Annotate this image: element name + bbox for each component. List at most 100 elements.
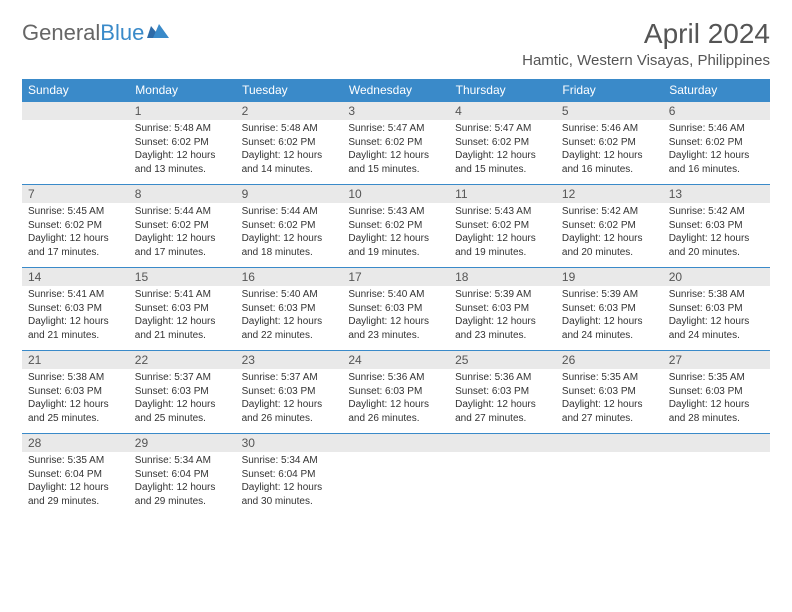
day-number: 23 bbox=[236, 351, 343, 370]
day-number: 24 bbox=[342, 351, 449, 370]
day-number: 26 bbox=[556, 351, 663, 370]
day-details: Sunrise: 5:36 AMSunset: 6:03 PMDaylight:… bbox=[455, 371, 550, 425]
day-details: Sunrise: 5:37 AMSunset: 6:03 PMDaylight:… bbox=[242, 371, 337, 425]
day-number: 29 bbox=[129, 434, 236, 453]
day-details: Sunrise: 5:47 AMSunset: 6:02 PMDaylight:… bbox=[455, 122, 550, 176]
day-number bbox=[556, 434, 663, 453]
daynum-row: 123456 bbox=[22, 102, 770, 121]
location-label: Hamtic, Western Visayas, Philippines bbox=[522, 52, 770, 69]
content-row: Sunrise: 5:48 AMSunset: 6:02 PMDaylight:… bbox=[22, 120, 770, 185]
day-details: Sunrise: 5:40 AMSunset: 6:03 PMDaylight:… bbox=[348, 288, 443, 342]
day-cell: Sunrise: 5:41 AMSunset: 6:03 PMDaylight:… bbox=[129, 286, 236, 351]
day-cell: Sunrise: 5:34 AMSunset: 6:04 PMDaylight:… bbox=[236, 452, 343, 516]
day-number: 5 bbox=[556, 102, 663, 121]
day-cell: Sunrise: 5:39 AMSunset: 6:03 PMDaylight:… bbox=[556, 286, 663, 351]
day-number: 19 bbox=[556, 268, 663, 287]
day-details: Sunrise: 5:35 AMSunset: 6:03 PMDaylight:… bbox=[669, 371, 764, 425]
day-cell: Sunrise: 5:41 AMSunset: 6:03 PMDaylight:… bbox=[22, 286, 129, 351]
day-details: Sunrise: 5:36 AMSunset: 6:03 PMDaylight:… bbox=[348, 371, 443, 425]
day-cell: Sunrise: 5:47 AMSunset: 6:02 PMDaylight:… bbox=[449, 120, 556, 185]
day-number: 17 bbox=[342, 268, 449, 287]
day-header: Thursday bbox=[449, 79, 556, 102]
day-number: 21 bbox=[22, 351, 129, 370]
day-number: 14 bbox=[22, 268, 129, 287]
content-row: Sunrise: 5:45 AMSunset: 6:02 PMDaylight:… bbox=[22, 203, 770, 268]
day-details: Sunrise: 5:39 AMSunset: 6:03 PMDaylight:… bbox=[562, 288, 657, 342]
logo: GeneralBlue bbox=[22, 18, 169, 46]
calendar-table: SundayMondayTuesdayWednesdayThursdayFrid… bbox=[22, 79, 770, 516]
calendar-body: 123456Sunrise: 5:48 AMSunset: 6:02 PMDay… bbox=[22, 102, 770, 517]
day-cell: Sunrise: 5:37 AMSunset: 6:03 PMDaylight:… bbox=[236, 369, 343, 434]
day-number: 6 bbox=[663, 102, 770, 121]
calendar-header-row: SundayMondayTuesdayWednesdayThursdayFrid… bbox=[22, 79, 770, 102]
day-number: 7 bbox=[22, 185, 129, 204]
day-cell: Sunrise: 5:35 AMSunset: 6:03 PMDaylight:… bbox=[556, 369, 663, 434]
day-number: 13 bbox=[663, 185, 770, 204]
day-cell: Sunrise: 5:46 AMSunset: 6:02 PMDaylight:… bbox=[663, 120, 770, 185]
day-cell: Sunrise: 5:48 AMSunset: 6:02 PMDaylight:… bbox=[236, 120, 343, 185]
day-cell bbox=[556, 452, 663, 516]
day-details: Sunrise: 5:43 AMSunset: 6:02 PMDaylight:… bbox=[455, 205, 550, 259]
day-cell bbox=[663, 452, 770, 516]
day-cell: Sunrise: 5:43 AMSunset: 6:02 PMDaylight:… bbox=[449, 203, 556, 268]
day-cell: Sunrise: 5:40 AMSunset: 6:03 PMDaylight:… bbox=[236, 286, 343, 351]
day-details: Sunrise: 5:41 AMSunset: 6:03 PMDaylight:… bbox=[28, 288, 123, 342]
day-cell: Sunrise: 5:44 AMSunset: 6:02 PMDaylight:… bbox=[129, 203, 236, 268]
day-details: Sunrise: 5:42 AMSunset: 6:03 PMDaylight:… bbox=[669, 205, 764, 259]
daynum-row: 78910111213 bbox=[22, 185, 770, 204]
day-number: 1 bbox=[129, 102, 236, 121]
day-cell bbox=[22, 120, 129, 185]
day-header: Saturday bbox=[663, 79, 770, 102]
day-number: 10 bbox=[342, 185, 449, 204]
day-number: 2 bbox=[236, 102, 343, 121]
day-cell: Sunrise: 5:47 AMSunset: 6:02 PMDaylight:… bbox=[342, 120, 449, 185]
day-cell: Sunrise: 5:38 AMSunset: 6:03 PMDaylight:… bbox=[22, 369, 129, 434]
day-number bbox=[663, 434, 770, 453]
title-block: April 2024 Hamtic, Western Visayas, Phil… bbox=[522, 18, 770, 69]
day-number: 18 bbox=[449, 268, 556, 287]
day-header: Wednesday bbox=[342, 79, 449, 102]
day-details: Sunrise: 5:43 AMSunset: 6:02 PMDaylight:… bbox=[348, 205, 443, 259]
day-number bbox=[22, 102, 129, 121]
day-cell: Sunrise: 5:43 AMSunset: 6:02 PMDaylight:… bbox=[342, 203, 449, 268]
day-header: Tuesday bbox=[236, 79, 343, 102]
day-number: 28 bbox=[22, 434, 129, 453]
day-details: Sunrise: 5:37 AMSunset: 6:03 PMDaylight:… bbox=[135, 371, 230, 425]
day-cell: Sunrise: 5:36 AMSunset: 6:03 PMDaylight:… bbox=[342, 369, 449, 434]
content-row: Sunrise: 5:41 AMSunset: 6:03 PMDaylight:… bbox=[22, 286, 770, 351]
day-details: Sunrise: 5:42 AMSunset: 6:02 PMDaylight:… bbox=[562, 205, 657, 259]
day-cell: Sunrise: 5:48 AMSunset: 6:02 PMDaylight:… bbox=[129, 120, 236, 185]
day-details: Sunrise: 5:46 AMSunset: 6:02 PMDaylight:… bbox=[669, 122, 764, 176]
day-cell: Sunrise: 5:40 AMSunset: 6:03 PMDaylight:… bbox=[342, 286, 449, 351]
day-cell: Sunrise: 5:37 AMSunset: 6:03 PMDaylight:… bbox=[129, 369, 236, 434]
header: GeneralBlue April 2024 Hamtic, Western V… bbox=[22, 18, 770, 69]
day-cell bbox=[342, 452, 449, 516]
day-details: Sunrise: 5:35 AMSunset: 6:03 PMDaylight:… bbox=[562, 371, 657, 425]
day-number: 3 bbox=[342, 102, 449, 121]
day-cell: Sunrise: 5:34 AMSunset: 6:04 PMDaylight:… bbox=[129, 452, 236, 516]
day-number: 16 bbox=[236, 268, 343, 287]
day-header: Monday bbox=[129, 79, 236, 102]
logo-text-blue: Blue bbox=[100, 20, 144, 46]
day-number: 27 bbox=[663, 351, 770, 370]
day-cell: Sunrise: 5:42 AMSunset: 6:03 PMDaylight:… bbox=[663, 203, 770, 268]
day-number: 9 bbox=[236, 185, 343, 204]
day-details: Sunrise: 5:41 AMSunset: 6:03 PMDaylight:… bbox=[135, 288, 230, 342]
day-number: 15 bbox=[129, 268, 236, 287]
day-details: Sunrise: 5:38 AMSunset: 6:03 PMDaylight:… bbox=[669, 288, 764, 342]
month-title: April 2024 bbox=[522, 18, 770, 50]
day-cell: Sunrise: 5:44 AMSunset: 6:02 PMDaylight:… bbox=[236, 203, 343, 268]
day-details: Sunrise: 5:44 AMSunset: 6:02 PMDaylight:… bbox=[242, 205, 337, 259]
daynum-row: 21222324252627 bbox=[22, 351, 770, 370]
logo-mark-icon bbox=[147, 18, 169, 44]
daynum-row: 14151617181920 bbox=[22, 268, 770, 287]
day-details: Sunrise: 5:35 AMSunset: 6:04 PMDaylight:… bbox=[28, 454, 123, 508]
day-number: 22 bbox=[129, 351, 236, 370]
day-number: 4 bbox=[449, 102, 556, 121]
day-cell: Sunrise: 5:35 AMSunset: 6:04 PMDaylight:… bbox=[22, 452, 129, 516]
day-details: Sunrise: 5:34 AMSunset: 6:04 PMDaylight:… bbox=[242, 454, 337, 508]
day-number: 30 bbox=[236, 434, 343, 453]
day-number: 12 bbox=[556, 185, 663, 204]
day-details: Sunrise: 5:45 AMSunset: 6:02 PMDaylight:… bbox=[28, 205, 123, 259]
day-details: Sunrise: 5:40 AMSunset: 6:03 PMDaylight:… bbox=[242, 288, 337, 342]
